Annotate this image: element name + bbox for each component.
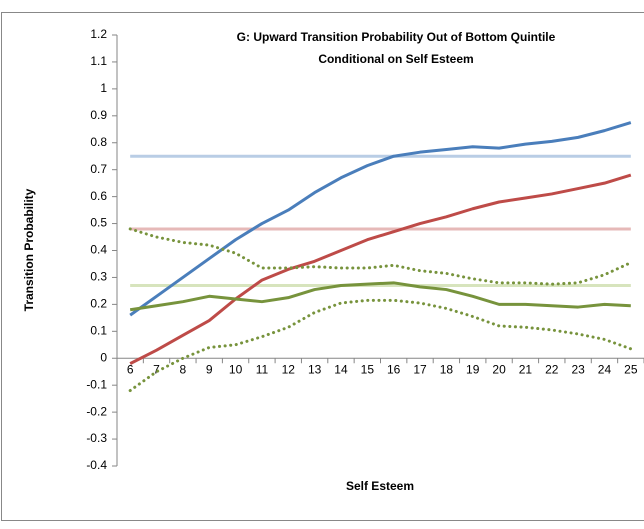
- x-tick-label: 19: [466, 362, 480, 376]
- x-tick-label: 11: [256, 362, 269, 376]
- y-tick-label: 0: [100, 350, 107, 364]
- x-tick-label: 13: [308, 362, 322, 376]
- y-axis-label: Transition Probability: [22, 188, 36, 311]
- x-tick-label: 22: [545, 362, 559, 376]
- x-tick-label: 17: [413, 362, 427, 376]
- series-line: [129, 121, 632, 317]
- y-tick-label: -0.1: [86, 377, 107, 391]
- x-tick-label: 20: [492, 362, 506, 376]
- y-tick-label: 0.4: [90, 243, 107, 257]
- y-tick-label: 1: [100, 81, 107, 95]
- x-tick-label: 18: [440, 362, 454, 376]
- y-tick-label: 0.2: [90, 297, 107, 311]
- x-tick-label: 14: [334, 362, 348, 376]
- x-tick-label: 6: [127, 362, 134, 376]
- x-tick-label: 24: [598, 362, 612, 376]
- chart-title: Conditional on Self Esteem: [318, 52, 473, 66]
- x-tick-label: 21: [519, 362, 533, 376]
- series-line: [128, 298, 633, 393]
- x-tick-label: 10: [229, 362, 243, 376]
- y-tick-label: 1.1: [90, 54, 107, 68]
- x-tick-label: 23: [571, 362, 585, 376]
- y-tick-label: 0.1: [90, 323, 107, 337]
- x-tick-label: 16: [387, 362, 401, 376]
- series-line: [129, 281, 631, 312]
- y-tick-label: -0.3: [86, 431, 107, 445]
- x-axis-label: Self Esteem: [346, 479, 414, 493]
- x-tick-label: 8: [180, 362, 187, 376]
- y-tick-label: -0.2: [86, 404, 107, 418]
- y-tick-label: 0.7: [90, 162, 107, 176]
- y-tick-label: 1.2: [90, 27, 107, 41]
- x-tick-label: 15: [361, 362, 375, 376]
- chart-title: G: Upward Transition Probability Out of …: [237, 30, 556, 44]
- chart-frame: [1, 12, 644, 521]
- series-line: [128, 227, 633, 286]
- y-tick-label: 0.6: [90, 189, 107, 203]
- y-tick-label: 0.3: [90, 270, 107, 284]
- y-tick-label: 0.8: [90, 135, 107, 149]
- y-tick-label: 0.9: [90, 108, 107, 122]
- x-tick-label: 9: [206, 362, 213, 376]
- y-tick-label: 0.5: [90, 216, 107, 230]
- x-tick-label: 12: [282, 362, 296, 376]
- x-tick-label: 25: [624, 362, 638, 376]
- series-line: [129, 173, 632, 365]
- y-tick-label: -0.4: [86, 458, 107, 472]
- x-tick-label: 7: [153, 362, 160, 376]
